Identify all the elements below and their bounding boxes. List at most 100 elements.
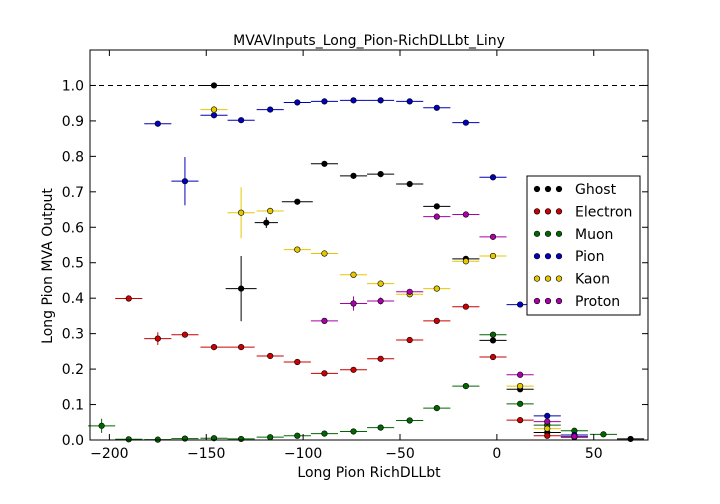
marker — [238, 435, 245, 443]
marker — [377, 297, 384, 305]
marker — [517, 301, 524, 308]
plot-area — [88, 82, 648, 443]
data-point — [310, 317, 338, 324]
data-point — [144, 332, 172, 345]
y-tick-label: 0.7 — [62, 185, 84, 201]
data-point — [144, 120, 172, 127]
marker — [154, 120, 161, 127]
data-point — [254, 217, 278, 228]
marker — [210, 82, 218, 89]
data-point — [200, 106, 228, 114]
data-point — [310, 98, 338, 105]
legend-label: Kaon — [575, 272, 610, 288]
data-point — [452, 258, 480, 265]
marker — [238, 285, 245, 292]
data-point — [506, 383, 534, 390]
legend-box — [526, 175, 641, 316]
marker — [489, 174, 497, 181]
marker — [433, 285, 440, 292]
marker — [181, 178, 189, 185]
data-point — [310, 160, 338, 167]
marker — [321, 160, 328, 167]
series-kaon — [200, 106, 561, 432]
marker — [433, 104, 440, 111]
legend-marker — [555, 253, 563, 260]
y-tick-label: 0.6 — [62, 220, 84, 236]
legend-marker — [533, 297, 541, 305]
marker — [294, 246, 301, 253]
marker — [294, 99, 301, 106]
x-tick-label: −150 — [187, 446, 225, 462]
data-point — [423, 404, 451, 412]
marker — [181, 331, 189, 338]
data-point — [283, 246, 311, 253]
data-point — [506, 371, 534, 378]
y-tick-label: 1.0 — [62, 78, 84, 94]
marker — [462, 303, 469, 310]
y-tick-label: 0.8 — [62, 149, 84, 165]
marker — [517, 400, 524, 407]
marker — [321, 317, 328, 324]
legend-marker — [544, 230, 552, 237]
marker — [125, 436, 132, 443]
marker — [181, 435, 189, 442]
data-point — [452, 383, 480, 390]
marker — [489, 252, 497, 260]
y-axis-title: Long Pion MVA Output — [40, 188, 56, 344]
marker — [350, 300, 357, 307]
data-point — [171, 157, 199, 206]
marker — [321, 370, 328, 377]
x-tick-label: 0 — [492, 446, 501, 462]
marker — [125, 295, 132, 302]
data-point — [452, 211, 480, 218]
marker — [517, 417, 524, 424]
data-point — [367, 355, 395, 362]
legend-item-muon: Muon — [533, 227, 613, 243]
data-point — [533, 418, 561, 425]
data-point — [396, 288, 424, 295]
data-point — [479, 353, 507, 361]
data-point — [452, 119, 480, 126]
data-point — [227, 187, 255, 239]
marker — [321, 98, 328, 105]
marker — [462, 383, 469, 390]
marker — [377, 424, 384, 431]
legend: Ghost Electron Muon Pion Kaon Proton — [526, 175, 641, 316]
data-point — [227, 344, 255, 351]
x-tick-label: −100 — [284, 446, 322, 462]
marker — [267, 352, 274, 360]
marker — [263, 219, 270, 226]
data-point — [533, 432, 561, 439]
data-point — [339, 366, 368, 373]
marker — [489, 233, 497, 240]
plot-frame — [89, 49, 649, 441]
marker — [377, 355, 384, 362]
marker — [350, 271, 357, 278]
marker — [406, 288, 413, 295]
data-point — [560, 433, 588, 440]
legend-marker — [555, 297, 563, 305]
data-point — [423, 104, 451, 111]
marker — [210, 106, 218, 113]
marker — [462, 258, 469, 265]
data-point — [202, 82, 226, 89]
marker — [406, 417, 413, 424]
y-tick-label: 0.0 — [62, 433, 84, 449]
legend-label: Electron — [575, 204, 632, 220]
marker — [433, 404, 440, 412]
data-point — [452, 303, 480, 310]
marker — [98, 422, 105, 429]
marker — [350, 428, 357, 435]
data-point — [533, 412, 561, 419]
marker — [517, 383, 524, 390]
data-point — [256, 106, 284, 113]
legend-marker — [533, 230, 541, 237]
marker — [350, 97, 357, 104]
legend-label: Proton — [575, 294, 620, 310]
legend-marker — [533, 185, 541, 193]
data-point — [589, 431, 617, 438]
legend-marker — [544, 275, 552, 282]
data-point — [256, 207, 284, 215]
marker — [210, 112, 218, 119]
data-point — [396, 180, 424, 188]
